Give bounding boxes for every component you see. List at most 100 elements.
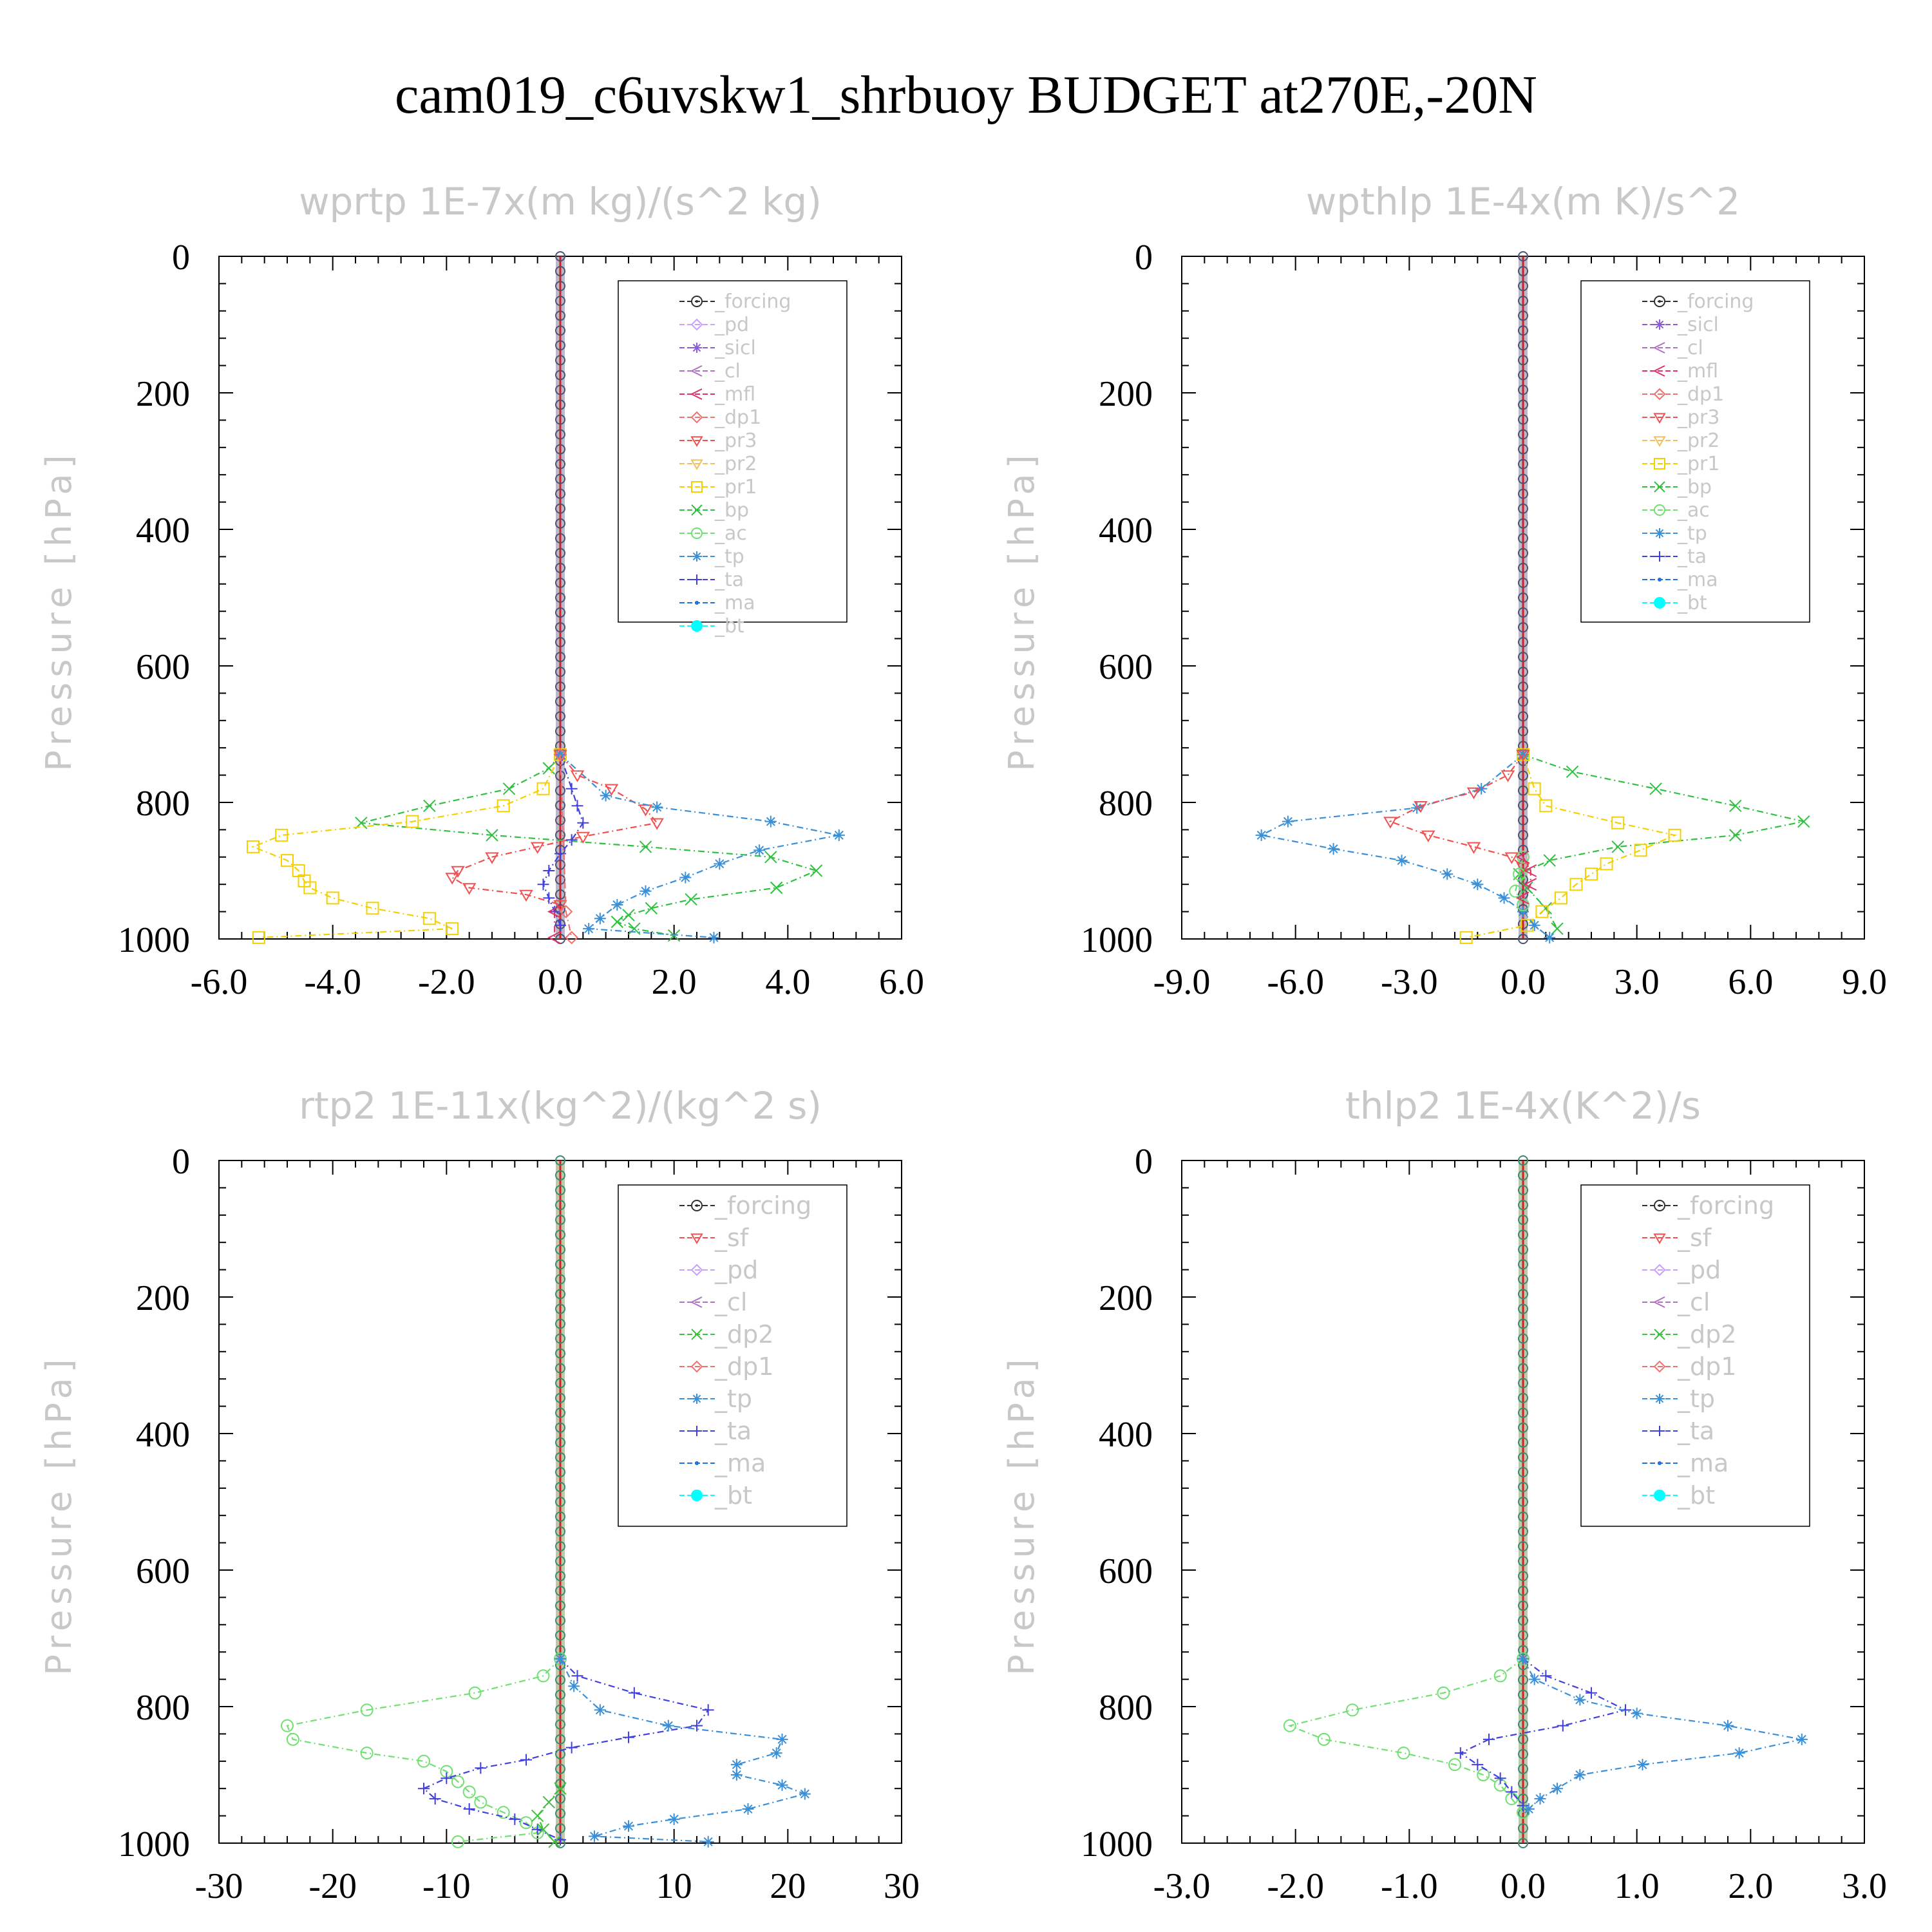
series-point xyxy=(462,883,477,895)
legend-swatch-marker xyxy=(691,1490,703,1501)
series-point xyxy=(702,1704,714,1716)
zero-column-marker xyxy=(555,1748,565,1759)
zero-column-marker xyxy=(1518,370,1528,381)
zero-column-marker xyxy=(1518,726,1528,737)
series-point xyxy=(662,1719,674,1732)
legend-swatch-marker xyxy=(691,481,703,493)
zero-column-marker xyxy=(1518,251,1528,261)
legend-swatch-marker xyxy=(1653,413,1666,424)
series-point xyxy=(604,784,619,796)
y-tick-label: 600 xyxy=(1099,1551,1153,1591)
zero-column-marker xyxy=(555,1719,565,1730)
series-pr3 xyxy=(445,750,664,912)
x-tick-label: 9.0 xyxy=(1842,962,1887,1002)
series-point xyxy=(298,874,311,887)
legend-swatch-marker xyxy=(691,1329,703,1340)
legend-label: _ta xyxy=(714,1417,752,1445)
zero-column-marker xyxy=(1518,1333,1528,1344)
chart-panel-4: thlp2 1E-4x(K^2)/s Pressure [hPa] -3.0 -2.0… xyxy=(1001,1084,1887,1906)
legend-label: _tp xyxy=(714,545,744,568)
series-point xyxy=(565,931,579,945)
series-line xyxy=(560,1658,808,1842)
series-point xyxy=(1317,1732,1331,1746)
zero-column-marker xyxy=(555,904,565,914)
series-dp1 xyxy=(281,1652,567,1848)
zero-column-marker xyxy=(1518,1586,1528,1596)
legend-label: _bt xyxy=(1677,1481,1715,1510)
legend-label: _ac xyxy=(1677,499,1710,522)
zero-column-marker xyxy=(555,296,565,307)
series-point xyxy=(1397,1747,1410,1760)
series-point xyxy=(708,931,720,943)
x-tick-label: -2.0 xyxy=(418,962,475,1002)
zero-column-marker xyxy=(555,667,565,677)
series-point xyxy=(509,1813,521,1825)
series-point xyxy=(536,1669,550,1683)
zero-column-marker xyxy=(555,355,565,366)
zero-column-marker xyxy=(555,652,565,663)
zero-column-marker xyxy=(1518,384,1528,395)
series-point xyxy=(570,770,585,782)
zero-column-marker xyxy=(1518,1763,1528,1774)
zero-column-marker xyxy=(1518,800,1528,811)
legend-label: _bt xyxy=(1677,592,1707,614)
zero-column-marker xyxy=(1518,592,1528,603)
zero-column-marker xyxy=(555,547,565,558)
y-tick-label: 1000 xyxy=(1081,1824,1153,1864)
x-tick-label: -4.0 xyxy=(304,962,361,1002)
x-tick-label: 30 xyxy=(884,1866,920,1906)
legend-label: _dp1 xyxy=(714,1352,773,1381)
legend-swatch-marker xyxy=(1654,481,1665,493)
series-mfl xyxy=(547,905,561,944)
legend-entry-ma: _ma xyxy=(1642,1449,1728,1477)
series-point xyxy=(1600,857,1613,871)
series-point xyxy=(485,852,499,864)
x-tick-label: 6.0 xyxy=(879,962,924,1002)
legend-label: _cl xyxy=(1677,1288,1710,1316)
legend-label: _pr3 xyxy=(714,430,757,452)
zero-column-marker xyxy=(1518,1378,1528,1388)
series-point xyxy=(553,748,567,762)
series-point xyxy=(1631,1707,1643,1719)
zero-column-marker xyxy=(1518,281,1528,292)
legend-swatch-marker xyxy=(695,1461,699,1465)
series-point xyxy=(451,866,465,878)
zero-column-marker xyxy=(1518,1200,1528,1211)
y-tick-label: 1000 xyxy=(118,1824,190,1864)
zero-column-marker xyxy=(1518,1748,1528,1759)
series-point xyxy=(1528,782,1541,795)
series-ta xyxy=(1454,1653,1631,1812)
legend-box xyxy=(618,1184,848,1527)
series-point xyxy=(1466,842,1481,854)
zero-column-marker xyxy=(1518,711,1528,722)
series-point xyxy=(554,848,566,860)
legend-swatch-marker xyxy=(691,1200,703,1211)
legend: _forcing _sf _pd _cl _dp2 _dp1 _tp _ta _ma _bt xyxy=(1580,1184,1810,1527)
zero-column-marker xyxy=(1518,1303,1528,1314)
series-point xyxy=(1535,905,1549,918)
zero-column-marker xyxy=(1518,1215,1528,1226)
series-point xyxy=(1506,1786,1518,1798)
series-point xyxy=(1477,1768,1490,1781)
x-tick-label: 0 xyxy=(551,1866,569,1906)
x-tick-label: -9.0 xyxy=(1153,962,1211,1002)
series-pr3 xyxy=(1383,750,1530,875)
zero-column-marker xyxy=(555,1586,565,1596)
series-dp1 xyxy=(1283,1652,1530,1819)
series-point xyxy=(451,1775,464,1788)
series-line xyxy=(1287,1658,1524,1814)
series-dp1 xyxy=(553,748,579,945)
panels: wprtp 1E-7x(m kg)/(s^2 kg) Pressure [hPa]… xyxy=(39,180,1887,1906)
legend-label: _mfl xyxy=(714,383,755,406)
zero-column-marker xyxy=(555,251,565,261)
legend-label: _mfl xyxy=(1677,360,1718,383)
series-line xyxy=(1515,857,1524,905)
legend-entry-mfl: _mfl xyxy=(679,383,755,406)
series-point xyxy=(1448,1758,1461,1772)
legend-entry-bt: _bt xyxy=(679,1481,752,1510)
series-point xyxy=(1517,1653,1529,1665)
x-tick-label: -20 xyxy=(308,1866,357,1906)
legend-swatch-marker xyxy=(1653,1264,1666,1276)
series-point xyxy=(1523,864,1537,877)
zero-column-marker xyxy=(1518,562,1528,573)
